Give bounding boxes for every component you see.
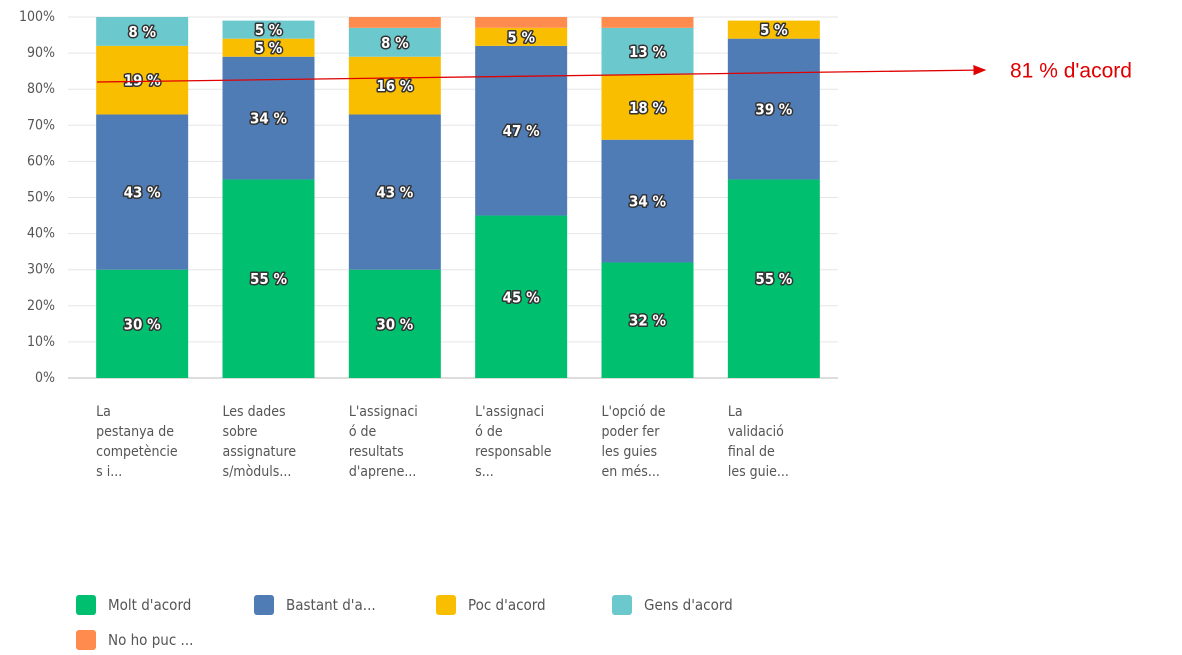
grid [68, 16, 838, 379]
value-label: 34 % [629, 193, 666, 211]
legend-item: Poc d'acord [436, 595, 546, 615]
bar-segment [601, 17, 694, 28]
value-label: 5 % [255, 21, 283, 39]
value-label: 8 % [128, 23, 156, 41]
bar-segment [348, 114, 441, 270]
bar-segment [601, 74, 694, 140]
legend-label: Gens d'acord [644, 596, 733, 614]
value-label: 32 % [629, 312, 666, 330]
bar-segment [601, 139, 694, 263]
value-label: 5 % [255, 39, 283, 57]
value-label: 39 % [755, 101, 792, 119]
legend-item: Gens d'acord [612, 595, 733, 615]
x-tick-label: La pestanya de competèncie s i... [96, 404, 178, 480]
value-label: 30 % [376, 315, 413, 333]
bar-segment [475, 45, 568, 216]
value-label: 16 % [376, 77, 413, 95]
y-tick-label: 80% [27, 81, 55, 97]
bar-segment [348, 56, 441, 115]
bar-segment [96, 45, 189, 115]
bar-segment [601, 262, 694, 378]
value-label: 5 % [507, 28, 535, 46]
value-label: 34 % [250, 110, 287, 128]
x-tick-label: L'opció de poder fer les guies en més... [601, 404, 666, 480]
y-tick-label: 100% [19, 9, 55, 25]
bar-segment [727, 179, 820, 378]
x-tick-label: La validació final de les guie... [727, 404, 789, 480]
value-label: 18 % [629, 99, 666, 117]
value-label: 43 % [376, 184, 413, 202]
bar-segment [96, 17, 189, 46]
y-tick-label: 30% [27, 262, 55, 278]
bar-segment [348, 27, 441, 57]
y-tick-label: 40% [27, 226, 55, 242]
bar-segment [222, 56, 315, 180]
x-tick-label: L'assignaci ó de responsable s... [475, 404, 552, 480]
bar-segment [222, 38, 315, 57]
bar-segment [475, 215, 568, 378]
legend-item: Molt d'acord [76, 595, 191, 615]
bar-segment [475, 27, 568, 46]
annotation-arrow [96, 64, 987, 83]
y-tick-label: 60% [27, 153, 55, 169]
bar-segment [96, 114, 189, 270]
bar-segment [222, 179, 315, 378]
y-tick-label: 70% [27, 117, 55, 133]
value-label: 19 % [124, 72, 161, 90]
legend-label: Molt d'acord [108, 596, 192, 614]
bar-segment [727, 38, 820, 180]
legend-label: Bastant d'a... [286, 596, 376, 614]
x-tick-label: Les dades sobre assignature s/mòduls... [222, 404, 297, 480]
bar-segment [96, 269, 189, 378]
y-tick-label: 0% [35, 370, 55, 386]
legend-swatch [612, 595, 632, 615]
y-tick-label: 50% [27, 190, 55, 206]
y-tick-label: 20% [27, 298, 55, 314]
legend-label: Poc d'acord [468, 596, 546, 614]
value-label: 5 % [760, 21, 788, 39]
value-label: 30 % [124, 315, 161, 333]
value-label: 13 % [629, 43, 666, 61]
bar-segment [348, 269, 441, 378]
value-label: 45 % [503, 288, 540, 306]
y-tick-label: 10% [27, 334, 55, 350]
x-tick-label: L'assignaci ó de resultats d'aprene... [348, 404, 418, 480]
legend-label: No ho puc ... [108, 631, 194, 649]
value-label: 43 % [124, 184, 161, 202]
legend-swatch [76, 630, 96, 650]
legend-swatch [76, 595, 96, 615]
value-label: 55 % [755, 270, 792, 288]
annotation: 81 % d'acord [1010, 60, 1132, 83]
value-label: 8 % [381, 34, 409, 52]
bar-segment [222, 20, 315, 39]
bar-segment [601, 27, 694, 75]
value-label: 55 % [250, 270, 287, 288]
y-tick-label: 90% [27, 45, 55, 61]
legend-swatch [254, 595, 274, 615]
value-label: 47 % [503, 122, 540, 140]
legend-item: No ho puc ... [76, 630, 193, 650]
legend-swatch [436, 595, 456, 615]
bar-segment [348, 17, 441, 28]
bar-segment [475, 17, 568, 28]
legend-item: Bastant d'a... [254, 595, 376, 615]
bar-segment [727, 20, 820, 39]
